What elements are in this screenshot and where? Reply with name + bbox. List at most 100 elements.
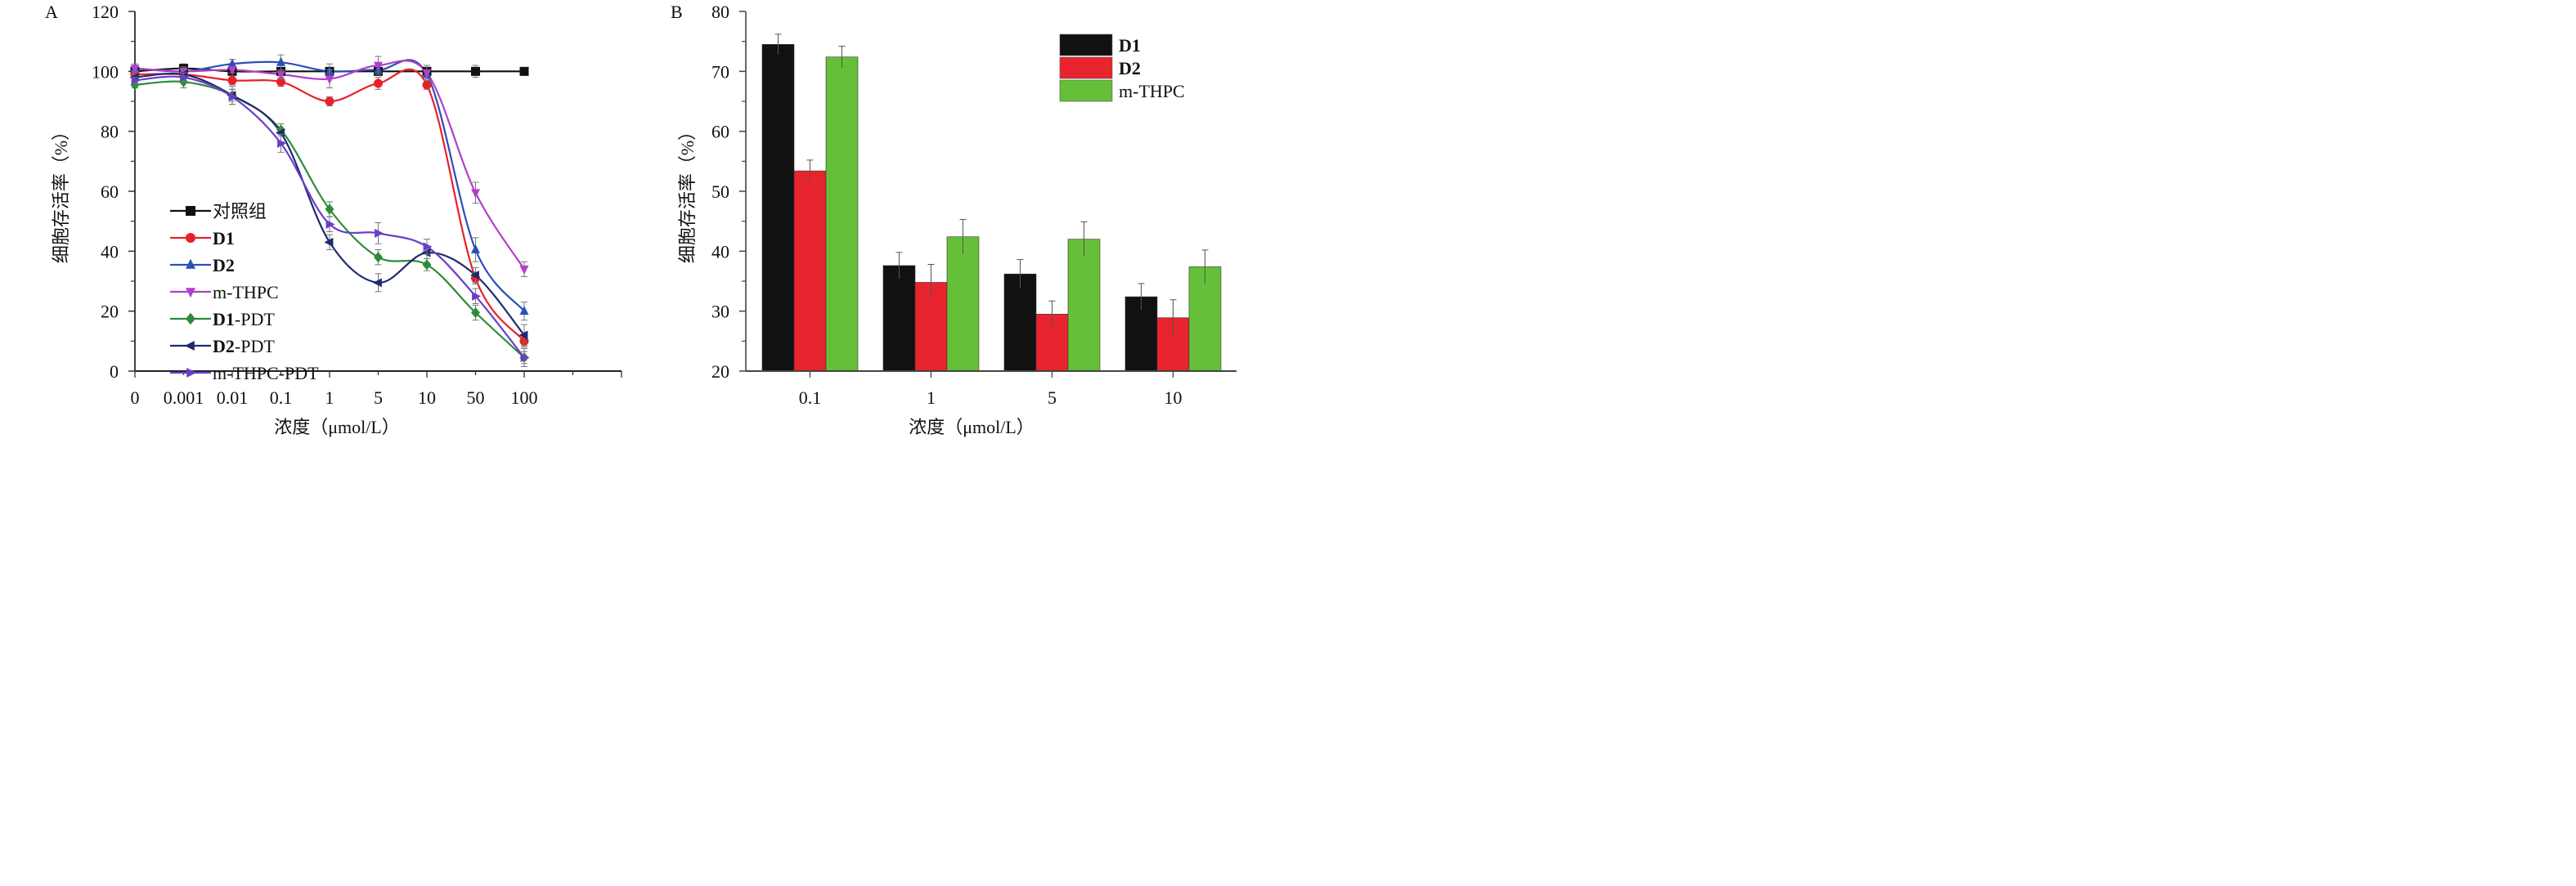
data-point [276,70,285,80]
bar-group-item [825,46,859,372]
data-point [421,248,431,257]
data-point [325,96,334,106]
y-tick-label: 100 [92,61,119,82]
panel-b-x-ticks: 0.1 1 5 10 [799,371,1183,408]
y-tick-label: 20 [101,302,119,322]
legend-label: D2-PDT [213,336,275,356]
x-tick-label: 10 [418,387,436,408]
data-point [275,128,285,137]
data-point [131,75,141,85]
series-line-m-THPC [134,60,525,270]
y-tick-label: 120 [92,2,119,22]
y-tick-label: 30 [711,302,729,322]
legend-item: D2-PDT [170,336,275,356]
bar-group-item [1003,259,1037,372]
bar-D1-0.1 [761,44,795,372]
series-line-D1-PDT [134,80,525,359]
data-point [227,75,237,85]
legend-marker-icon [186,258,195,269]
legend-item: m-THPC [170,282,279,302]
y-tick-label: 80 [711,2,729,22]
legend-label: m-THPC [213,282,279,302]
x-tick-label: 1 [325,387,334,408]
panel-a-label: A [45,2,58,22]
data-point [423,242,433,252]
y-tick-label: 60 [711,122,729,142]
data-point [472,291,482,301]
y-tick-label: 50 [711,181,729,202]
bar-m-THPC-1 [946,236,980,372]
legend-item: D1 [170,228,235,248]
legend-label: D2 [1119,58,1141,78]
data-point [228,92,238,101]
data-point [325,75,334,85]
panel-a: A 0 20 40 60 80 100 120 0 0.001 0.01 0.1 1 5 10 50 100… [45,2,622,437]
legend-swatch-icon [1059,34,1113,56]
bar-D1-5 [1003,273,1037,372]
legend-label: m-THPC [1119,81,1185,101]
data-point [375,228,384,238]
legend-item: m-THPC [1059,79,1185,102]
y-tick-label: 80 [101,122,119,142]
x-tick-label: 50 [467,387,485,408]
panel-a-x-ticks: 0 0.001 0.01 0.1 1 5 10 50 100 [131,371,622,408]
legend-label: m-THPC-PDT [213,363,319,383]
x-tick-label: 0 [131,387,140,408]
series-line-D1 [134,68,525,342]
legend-marker-icon [186,288,195,298]
bar-group-item [1156,299,1190,372]
bar-group-item [1188,249,1222,372]
legend-item: D2 [1059,56,1141,79]
panel-a-markers [129,54,530,367]
bar-group-item [793,159,827,372]
legend-item: D2 [170,255,235,275]
data-point [422,80,432,90]
y-tick-label: 60 [101,181,119,202]
data-point [518,330,528,340]
bar-group-item [761,34,795,372]
x-tick-label: 5 [1048,387,1057,408]
data-point [471,189,480,199]
data-point [227,58,237,68]
data-point [422,259,432,271]
x-tick-label: 10 [1165,387,1183,408]
legend-label: D1-PDT [213,309,275,329]
panel-b-x-axis-title: 浓度（μmol/L） [909,417,1034,437]
legend-label: 对照组 [213,201,267,222]
legend-marker-icon [186,206,195,216]
data-point [519,306,529,315]
data-point [276,56,285,66]
data-point [469,271,479,280]
x-tick-label: 0.01 [217,387,249,408]
legend-marker-icon [186,312,195,325]
bar-group-item [914,263,948,372]
bar-group-item [1035,300,1069,372]
data-point [325,219,335,229]
legend-item: D1-PDT [170,309,275,329]
legend-label: D1 [213,228,235,248]
data-point [130,65,140,74]
legend-label: D1 [1119,35,1141,56]
data-point [519,66,529,76]
bar-m-THPC-0.1 [825,56,859,372]
bar-group-item [946,218,980,372]
y-tick-label: 70 [711,61,729,82]
panel-b-y-ticks: 20 30 40 50 60 70 80 [711,2,746,382]
panel-a-legend: 对照组 D1 D2 m-THPC D1-PDT D2-PDT m-THPC-PDT [170,201,319,383]
data-point [276,77,285,87]
data-point [227,66,237,76]
bar-group-item [882,252,916,372]
panel-a-y-axis-title: 细胞存活率（%） [51,123,71,263]
legend-item: m-THPC-PDT [170,363,319,383]
panel-b-label: B [671,2,683,22]
data-point [422,69,432,78]
data-point [374,252,383,263]
data-point [374,78,383,88]
y-tick-label: 40 [711,241,729,262]
bar-m-THPC-10 [1188,266,1222,372]
panel-b-y-axis-title: 细胞存活率（%） [677,123,698,263]
x-tick-label: 1 [927,387,936,408]
